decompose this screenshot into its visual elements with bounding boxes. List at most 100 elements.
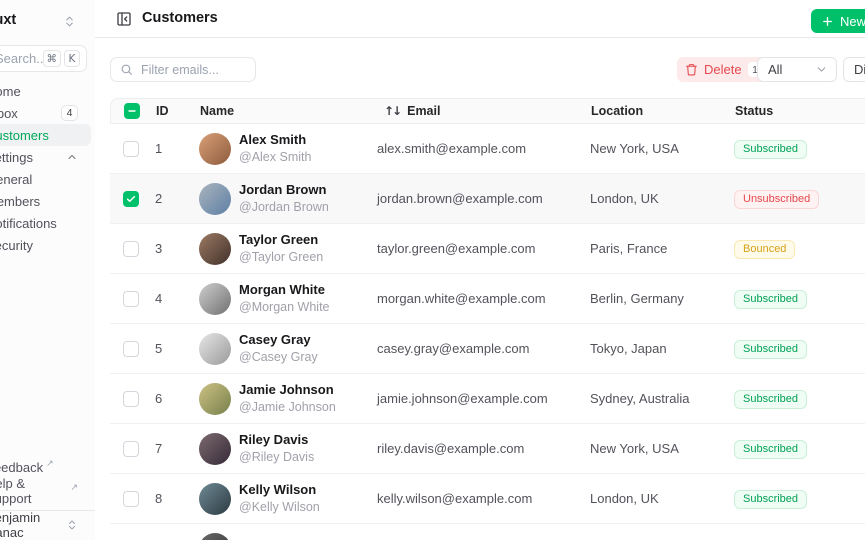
sidebar-item-label: Inbox bbox=[0, 105, 18, 121]
row-location: London, UK bbox=[590, 491, 659, 506]
sidebar-item-feedback[interactable]: Feedback ↗ bbox=[0, 456, 91, 478]
column-header-email[interactable]: ↑↓ Email bbox=[378, 104, 591, 118]
filter-emails-input[interactable] bbox=[111, 58, 255, 81]
table-body: 1 Alex Smith @Alex Smith alex.smith@exam… bbox=[110, 124, 865, 540]
sidebar-search[interactable]: ⌘ K bbox=[0, 45, 87, 72]
sidebar-toggle-button[interactable] bbox=[116, 11, 132, 27]
avatar bbox=[199, 432, 231, 465]
avatar bbox=[199, 232, 231, 265]
row-select-cell bbox=[110, 390, 155, 407]
customers-table: ID Name ↑↓ Email Location Status 1 Alex … bbox=[110, 98, 865, 540]
check-icon bbox=[126, 344, 136, 354]
sidebar-item-label: Home bbox=[0, 83, 21, 99]
row-checkbox[interactable] bbox=[123, 340, 139, 357]
row-id: 7 bbox=[155, 441, 163, 456]
select-all-checkbox[interactable] bbox=[124, 103, 140, 119]
minus-icon bbox=[128, 110, 136, 112]
sidebar-item-notifications[interactable]: Notifications bbox=[0, 212, 91, 234]
check-icon bbox=[126, 444, 136, 454]
status-filter-select[interactable]: All bbox=[757, 57, 837, 82]
sidebar-item-label: General bbox=[0, 171, 33, 187]
check-icon bbox=[126, 294, 136, 304]
customer-name: Taylor Green bbox=[239, 232, 319, 248]
row-checkbox[interactable] bbox=[123, 290, 139, 307]
row-location: London, UK bbox=[590, 191, 659, 206]
table-row[interactable]: 8 Kelly Wilson @Kelly Wilson kelly.wilso… bbox=[110, 474, 865, 524]
display-select[interactable]: Display bbox=[843, 57, 865, 82]
table-row[interactable]: 4 Morgan White @Morgan White morgan.whit… bbox=[110, 274, 865, 324]
table-row[interactable]: 5 Casey Gray @Casey Gray casey.gray@exam… bbox=[110, 324, 865, 374]
sidebar-item-label: Feedback bbox=[0, 459, 44, 475]
status-filter-value: All bbox=[768, 62, 783, 77]
sidebar-item-home[interactable]: Home bbox=[0, 80, 91, 102]
row-location: Paris, France bbox=[590, 241, 668, 256]
search-shortcut: ⌘ K bbox=[42, 50, 80, 67]
table-row[interactable]: 3 Taylor Green @Taylor Green taylor.gree… bbox=[110, 224, 865, 274]
table-row[interactable]: 1 Alex Smith @Alex Smith alex.smith@exam… bbox=[110, 124, 865, 174]
sidebar-nav: Home Inbox 4 Customers Settings General … bbox=[0, 80, 91, 256]
customer-handle: @Casey Gray bbox=[239, 349, 318, 364]
column-header-location: Location bbox=[591, 104, 644, 118]
customer-handle: @Jamie Johnson bbox=[239, 399, 336, 414]
sidebar-item-settings[interactable]: Settings bbox=[0, 146, 91, 168]
page-header: Customers New customer bbox=[95, 0, 865, 38]
sidebar: Nuxt ⌘ K Home Inbox 4 Customers Settings bbox=[0, 0, 96, 540]
table-row[interactable] bbox=[110, 524, 865, 540]
delete-button[interactable]: Delete 1 bbox=[677, 57, 771, 82]
row-location: New York, USA bbox=[590, 441, 679, 456]
sidebar-item-security[interactable]: Security bbox=[0, 234, 91, 256]
table-row[interactable]: 2 Jordan Brown @Jordan Brown jordan.brow… bbox=[110, 174, 865, 224]
row-email: riley.davis@example.com bbox=[377, 441, 525, 456]
workspace-switcher[interactable]: Nuxt bbox=[0, 9, 95, 33]
table-row[interactable]: 7 Riley Davis @Riley Davis riley.davis@e… bbox=[110, 424, 865, 474]
column-header-status: Status bbox=[735, 104, 774, 118]
kbd-cmd: ⌘ bbox=[42, 50, 61, 67]
table-header: ID Name ↑↓ Email Location Status bbox=[110, 98, 865, 124]
row-select-cell bbox=[110, 340, 155, 357]
row-checkbox[interactable] bbox=[123, 390, 139, 407]
row-name-cell: Morgan White @Morgan White bbox=[199, 282, 377, 315]
row-checkbox[interactable] bbox=[123, 490, 139, 507]
status-badge: Subscribed bbox=[734, 140, 808, 160]
row-name-cell: Taylor Green @Taylor Green bbox=[199, 232, 377, 265]
row-checkbox[interactable] bbox=[123, 240, 139, 257]
kbd-k: K bbox=[64, 50, 80, 67]
sidebar-item-inbox[interactable]: Inbox 4 bbox=[0, 102, 91, 124]
sidebar-item-label: Help & Support bbox=[0, 476, 32, 506]
status-badge: Bounced bbox=[734, 240, 796, 260]
row-email: alex.smith@example.com bbox=[377, 141, 527, 156]
check-icon bbox=[126, 144, 136, 154]
user-name: Benjamin Canac bbox=[0, 510, 41, 540]
trash-icon bbox=[686, 64, 697, 76]
avatar bbox=[199, 332, 231, 365]
chevron-up-icon bbox=[66, 151, 78, 163]
row-name-cell bbox=[199, 533, 377, 540]
status-badge: Subscribed bbox=[734, 290, 808, 310]
sidebar-item-help-support[interactable]: Help & Support ↗ bbox=[0, 476, 91, 506]
customer-name: Morgan White bbox=[239, 282, 325, 298]
table-row[interactable]: 6 Jamie Johnson @Jamie Johnson jamie.joh… bbox=[110, 374, 865, 424]
customer-name: Kelly Wilson bbox=[239, 482, 317, 498]
sidebar-item-members[interactable]: Members bbox=[0, 190, 91, 212]
check-icon bbox=[126, 494, 136, 504]
row-checkbox[interactable] bbox=[123, 440, 139, 457]
user-menu[interactable]: Benjamin Canac bbox=[0, 510, 91, 540]
row-checkbox[interactable] bbox=[123, 140, 139, 157]
main-panel: Customers New customer Delete 1 All Disp… bbox=[95, 0, 865, 540]
row-checkbox[interactable] bbox=[123, 190, 139, 207]
customer-name: Casey Gray bbox=[239, 332, 311, 348]
sidebar-item-general[interactable]: General bbox=[0, 168, 91, 190]
new-customer-label: New customer bbox=[840, 13, 865, 29]
new-customer-button[interactable]: New customer bbox=[811, 9, 865, 33]
select-all-cell bbox=[111, 103, 156, 119]
customer-name: Riley Davis bbox=[239, 432, 309, 448]
app-logo: Nuxt bbox=[0, 12, 17, 28]
customer-name: Jamie Johnson bbox=[239, 382, 334, 398]
row-select-cell bbox=[110, 290, 155, 307]
check-icon bbox=[126, 244, 136, 254]
row-name-cell: Jamie Johnson @Jamie Johnson bbox=[199, 382, 377, 415]
row-id: 1 bbox=[155, 141, 163, 156]
sidebar-divider bbox=[0, 510, 95, 511]
sidebar-item-customers[interactable]: Customers bbox=[0, 124, 91, 146]
customer-handle: @Alex Smith bbox=[239, 149, 312, 164]
